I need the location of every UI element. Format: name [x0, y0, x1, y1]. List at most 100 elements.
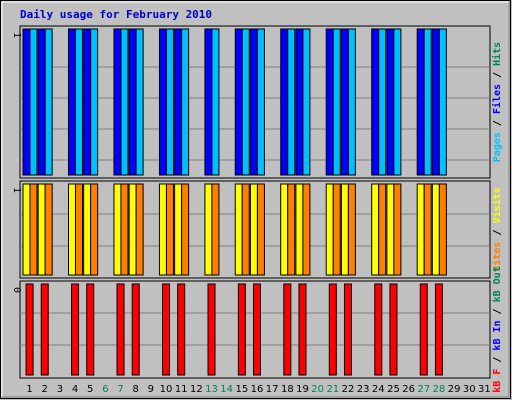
bar-files-day-24: [371, 28, 380, 176]
bar-kb-f-day-27: [419, 283, 428, 376]
bar-sites-day-5: [90, 183, 99, 276]
bar-sites-day-21: [332, 183, 341, 276]
bar-files-day-8: [128, 28, 137, 176]
bar-files-day-25: [386, 28, 395, 176]
bar-kb-f-day-16: [253, 283, 261, 376]
bar-sites-day-27: [423, 183, 432, 276]
bar-kb-f-day-19: [298, 283, 307, 376]
bar-pages-day-4: [74, 28, 83, 176]
day-label-14: 14: [220, 384, 233, 395]
bar-files-day-13: [204, 28, 213, 176]
bar-kb-f-day-4: [71, 283, 80, 376]
day-label-30: 30: [463, 384, 476, 395]
bar-kb-f-day-5: [86, 283, 95, 376]
bar-sites-day-15: [241, 183, 250, 276]
bar-visits-day-13: [204, 183, 213, 276]
bar-pages-day-22: [347, 28, 356, 176]
bar-pages-day-21: [332, 28, 341, 176]
bar-sites-day-11: [181, 183, 190, 276]
day-label-31: 31: [478, 384, 491, 395]
series-label-part: /: [492, 114, 503, 132]
bar-kb-f-day-28: [434, 283, 443, 376]
day-label-18: 18: [281, 384, 294, 395]
bar-sites-day-2: [44, 183, 53, 276]
day-label-5: 5: [87, 384, 93, 395]
bar-files-day-21: [325, 28, 334, 176]
bar-pages-day-7: [120, 28, 129, 176]
day-label-13: 13: [205, 384, 218, 395]
bar-pages-day-25: [393, 28, 402, 176]
bar-files-day-19: [295, 28, 304, 176]
bar-pages-day-1: [29, 28, 38, 176]
y-axis-max-label: 1: [11, 187, 22, 193]
day-label-22: 22: [342, 384, 355, 395]
bar-sites-day-13: [211, 183, 220, 276]
day-label-25: 25: [387, 384, 400, 395]
day-label-29: 29: [448, 384, 461, 395]
bar-kb-f-day-22: [343, 283, 352, 376]
chart-panels: 1 1 0: [11, 25, 491, 379]
day-label-7: 7: [117, 384, 123, 395]
day-label-27: 27: [417, 384, 430, 395]
day-label-16: 16: [251, 384, 264, 395]
bar-sites-day-8: [135, 183, 144, 276]
bar-pages-day-5: [90, 28, 99, 176]
series-label-part: kB Out: [492, 266, 503, 302]
bar-kb-f-day-25: [389, 283, 398, 376]
day-label-26: 26: [402, 384, 415, 395]
bar-kb-f-day-18: [283, 283, 292, 376]
bar-sites-day-4: [74, 183, 83, 276]
day-label-17: 17: [266, 384, 279, 395]
bar-sites-day-18: [287, 183, 296, 276]
bar-visits-day-24: [371, 183, 380, 276]
bar-visits-day-18: [280, 183, 289, 276]
day-label-8: 8: [133, 384, 139, 395]
series-label-part: /: [492, 351, 503, 369]
bar-files-day-1: [22, 28, 31, 176]
bar-files-day-4: [67, 28, 76, 176]
bar-visits-day-21: [325, 183, 334, 276]
chart-title: Daily usage for February 2010: [20, 8, 212, 21]
bar-sites-day-16: [256, 183, 265, 276]
day-label-3: 3: [57, 384, 63, 395]
bar-visits-day-7: [113, 183, 122, 276]
day-label-15: 15: [235, 384, 248, 395]
day-label-21: 21: [326, 384, 339, 395]
bar-sites-day-7: [120, 183, 129, 276]
series-label-bottom: kB F / kB In / kB Out: [492, 266, 503, 392]
day-label-4: 4: [72, 384, 78, 395]
day-label-11: 11: [175, 384, 188, 395]
bar-pages-day-28: [438, 28, 447, 176]
bar-visits-day-1: [22, 183, 31, 276]
bar-kb-f-day-2: [40, 283, 49, 376]
series-label-part: Sites: [491, 242, 503, 272]
bar-pages-day-2: [44, 28, 53, 176]
bar-pages-day-19: [302, 28, 311, 176]
day-label-19: 19: [296, 384, 309, 395]
bar-kb-f-day-7: [116, 283, 125, 376]
day-label-20: 20: [311, 384, 324, 395]
bar-files-day-27: [416, 28, 425, 176]
bar-files-day-18: [280, 28, 289, 176]
bar-visits-day-28: [431, 183, 440, 276]
bar-visits-day-19: [295, 183, 304, 276]
bar-files-day-11: [174, 28, 183, 176]
y-axis-max-label: 0: [11, 287, 22, 293]
series-label-part: Hits: [491, 42, 503, 66]
bar-pages-day-10: [165, 28, 174, 176]
series-label-top: Pages / Files / Hits: [491, 42, 503, 162]
day-label-24: 24: [372, 384, 385, 395]
bar-visits-day-2: [37, 183, 46, 276]
bar-visits-day-15: [234, 183, 243, 276]
series-label-part: Visits: [491, 187, 503, 223]
bar-files-day-5: [83, 28, 92, 176]
bar-kb-f-day-8: [131, 283, 140, 376]
bar-visits-day-25: [386, 183, 395, 276]
bar-sites-day-28: [438, 183, 447, 276]
panel-bottom: 0: [11, 280, 491, 379]
bar-pages-day-18: [287, 28, 296, 176]
series-label-part: /: [492, 223, 503, 241]
series-label-middle: Sites / Visits: [491, 187, 503, 271]
bar-sites-day-19: [302, 183, 311, 276]
